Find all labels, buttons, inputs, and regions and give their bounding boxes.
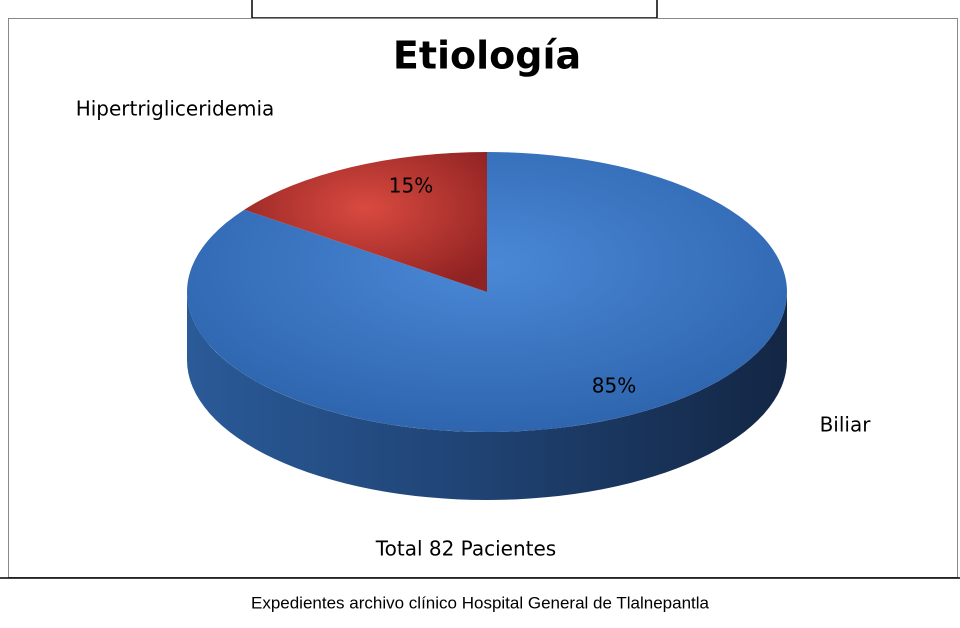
- annotation: Total 82 Pacientes: [375, 537, 556, 561]
- top-box: [251, 0, 658, 19]
- slice: [244, 152, 487, 292]
- slice-side: [187, 292, 787, 500]
- category-label: Biliar: [820, 413, 872, 437]
- caption: Expedientes archivo clínico Hospital Gen…: [251, 593, 710, 612]
- chart-title: Etiología: [393, 34, 581, 78]
- data-label: 15%: [389, 174, 433, 198]
- category-label: Hipertrigliceridemia: [76, 97, 275, 121]
- slice: [187, 152, 788, 432]
- data-label: 85%: [592, 374, 636, 398]
